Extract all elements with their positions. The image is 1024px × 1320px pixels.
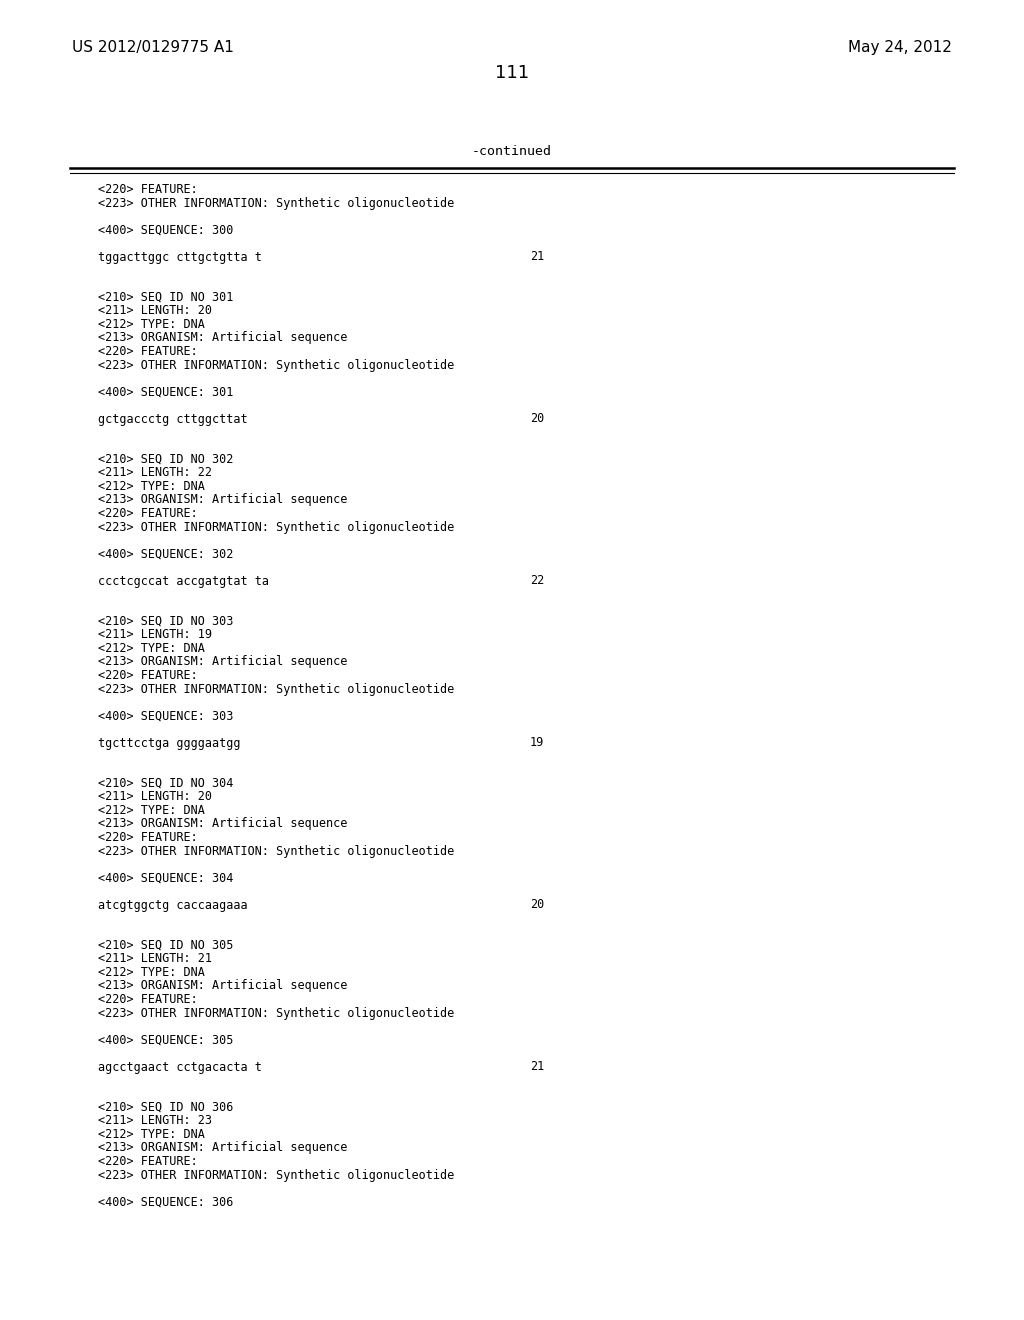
Text: <212> TYPE: DNA: <212> TYPE: DNA: [98, 480, 205, 492]
Text: <220> FEATURE:: <220> FEATURE:: [98, 1155, 198, 1168]
Text: <210> SEQ ID NO 301: <210> SEQ ID NO 301: [98, 290, 233, 304]
Text: May 24, 2012: May 24, 2012: [848, 40, 952, 55]
Text: 21: 21: [530, 1060, 544, 1073]
Text: <400> SEQUENCE: 305: <400> SEQUENCE: 305: [98, 1034, 233, 1047]
Text: tggacttggc cttgctgtta t: tggacttggc cttgctgtta t: [98, 251, 262, 264]
Text: <220> FEATURE:: <220> FEATURE:: [98, 183, 198, 195]
Text: 20: 20: [530, 899, 544, 912]
Text: <212> TYPE: DNA: <212> TYPE: DNA: [98, 642, 205, 655]
Text: <220> FEATURE:: <220> FEATURE:: [98, 507, 198, 520]
Text: <223> OTHER INFORMATION: Synthetic oligonucleotide: <223> OTHER INFORMATION: Synthetic oligo…: [98, 359, 455, 371]
Text: <213> ORGANISM: Artificial sequence: <213> ORGANISM: Artificial sequence: [98, 817, 347, 830]
Text: <223> OTHER INFORMATION: Synthetic oligonucleotide: <223> OTHER INFORMATION: Synthetic oligo…: [98, 1006, 455, 1019]
Text: <400> SEQUENCE: 302: <400> SEQUENCE: 302: [98, 548, 233, 561]
Text: <213> ORGANISM: Artificial sequence: <213> ORGANISM: Artificial sequence: [98, 979, 347, 993]
Text: 21: 21: [530, 251, 544, 264]
Text: <223> OTHER INFORMATION: Synthetic oligonucleotide: <223> OTHER INFORMATION: Synthetic oligo…: [98, 845, 455, 858]
Text: <220> FEATURE:: <220> FEATURE:: [98, 993, 198, 1006]
Text: <211> LENGTH: 23: <211> LENGTH: 23: [98, 1114, 212, 1127]
Text: <220> FEATURE:: <220> FEATURE:: [98, 345, 198, 358]
Text: <211> LENGTH: 21: <211> LENGTH: 21: [98, 953, 212, 965]
Text: <400> SEQUENCE: 304: <400> SEQUENCE: 304: [98, 871, 233, 884]
Text: <211> LENGTH: 20: <211> LENGTH: 20: [98, 791, 212, 804]
Text: <211> LENGTH: 20: <211> LENGTH: 20: [98, 305, 212, 318]
Text: <210> SEQ ID NO 302: <210> SEQ ID NO 302: [98, 453, 233, 466]
Text: <223> OTHER INFORMATION: Synthetic oligonucleotide: <223> OTHER INFORMATION: Synthetic oligo…: [98, 682, 455, 696]
Text: ccctcgccat accgatgtat ta: ccctcgccat accgatgtat ta: [98, 574, 269, 587]
Text: 20: 20: [530, 412, 544, 425]
Text: atcgtggctg caccaagaaa: atcgtggctg caccaagaaa: [98, 899, 248, 912]
Text: <212> TYPE: DNA: <212> TYPE: DNA: [98, 804, 205, 817]
Text: gctgaccctg cttggcttat: gctgaccctg cttggcttat: [98, 412, 248, 425]
Text: 19: 19: [530, 737, 544, 750]
Text: <400> SEQUENCE: 303: <400> SEQUENCE: 303: [98, 710, 233, 722]
Text: 22: 22: [530, 574, 544, 587]
Text: -continued: -continued: [472, 145, 552, 158]
Text: US 2012/0129775 A1: US 2012/0129775 A1: [72, 40, 233, 55]
Text: <400> SEQUENCE: 301: <400> SEQUENCE: 301: [98, 385, 233, 399]
Text: <212> TYPE: DNA: <212> TYPE: DNA: [98, 966, 205, 979]
Text: <223> OTHER INFORMATION: Synthetic oligonucleotide: <223> OTHER INFORMATION: Synthetic oligo…: [98, 520, 455, 533]
Text: <223> OTHER INFORMATION: Synthetic oligonucleotide: <223> OTHER INFORMATION: Synthetic oligo…: [98, 1168, 455, 1181]
Text: <400> SEQUENCE: 306: <400> SEQUENCE: 306: [98, 1196, 233, 1209]
Text: tgcttcctga ggggaatgg: tgcttcctga ggggaatgg: [98, 737, 241, 750]
Text: <220> FEATURE:: <220> FEATURE:: [98, 832, 198, 843]
Text: <213> ORGANISM: Artificial sequence: <213> ORGANISM: Artificial sequence: [98, 331, 347, 345]
Text: 111: 111: [495, 63, 529, 82]
Text: agcctgaact cctgacacta t: agcctgaact cctgacacta t: [98, 1060, 262, 1073]
Text: <210> SEQ ID NO 305: <210> SEQ ID NO 305: [98, 939, 233, 952]
Text: <220> FEATURE:: <220> FEATURE:: [98, 669, 198, 682]
Text: <212> TYPE: DNA: <212> TYPE: DNA: [98, 1129, 205, 1140]
Text: <210> SEQ ID NO 303: <210> SEQ ID NO 303: [98, 615, 233, 628]
Text: <210> SEQ ID NO 306: <210> SEQ ID NO 306: [98, 1101, 233, 1114]
Text: <210> SEQ ID NO 304: <210> SEQ ID NO 304: [98, 777, 233, 789]
Text: <213> ORGANISM: Artificial sequence: <213> ORGANISM: Artificial sequence: [98, 494, 347, 507]
Text: <211> LENGTH: 19: <211> LENGTH: 19: [98, 628, 212, 642]
Text: <213> ORGANISM: Artificial sequence: <213> ORGANISM: Artificial sequence: [98, 1142, 347, 1155]
Text: <223> OTHER INFORMATION: Synthetic oligonucleotide: <223> OTHER INFORMATION: Synthetic oligo…: [98, 197, 455, 210]
Text: <213> ORGANISM: Artificial sequence: <213> ORGANISM: Artificial sequence: [98, 656, 347, 668]
Text: <400> SEQUENCE: 300: <400> SEQUENCE: 300: [98, 223, 233, 236]
Text: <212> TYPE: DNA: <212> TYPE: DNA: [98, 318, 205, 331]
Text: <211> LENGTH: 22: <211> LENGTH: 22: [98, 466, 212, 479]
